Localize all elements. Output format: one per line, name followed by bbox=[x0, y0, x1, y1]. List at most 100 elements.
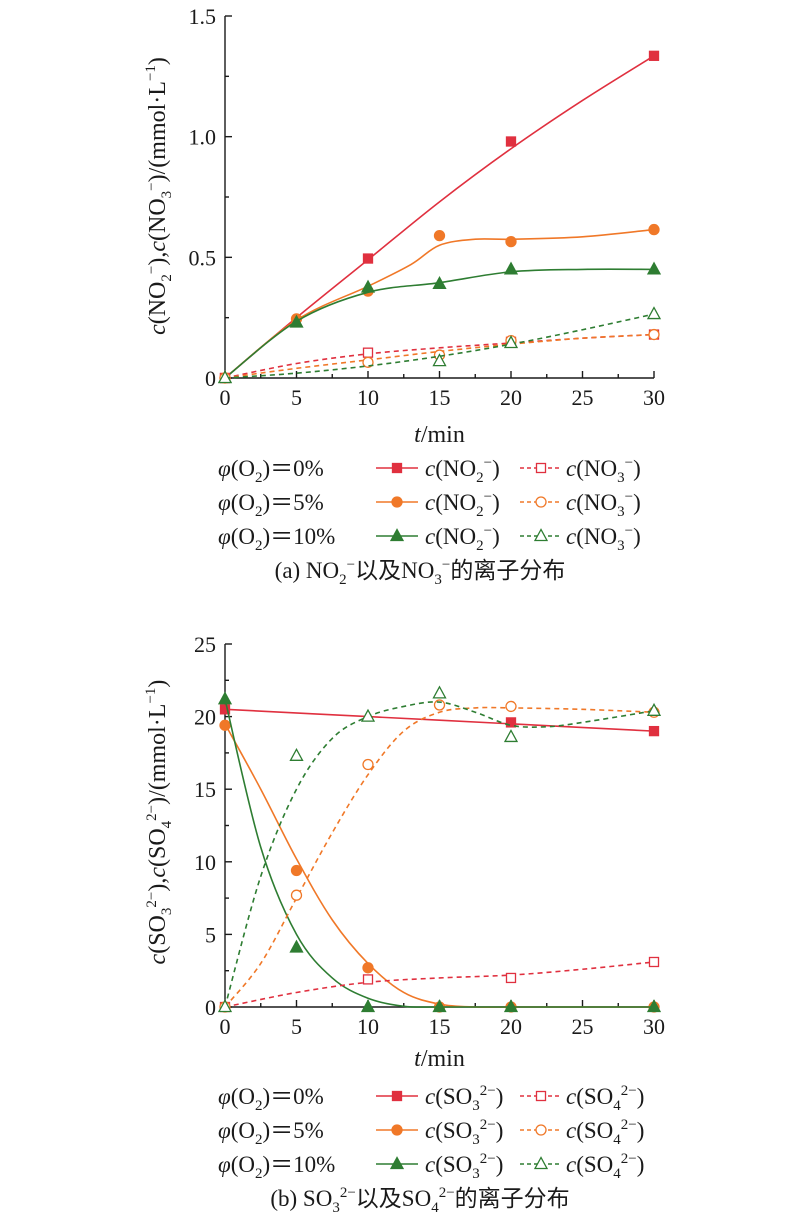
data-point bbox=[289, 939, 304, 953]
x-tick-label: 25 bbox=[572, 1014, 594, 1039]
figure-caption: (b) SO32−以及SO42−的离子分布 bbox=[270, 1185, 569, 1216]
x-tick-label: 10 bbox=[357, 385, 379, 410]
data-point bbox=[648, 223, 660, 236]
y-tick-label: 0 bbox=[205, 366, 216, 391]
data-point bbox=[648, 328, 660, 341]
data-point bbox=[646, 306, 662, 320]
data-point bbox=[362, 356, 374, 368]
data-point bbox=[362, 758, 374, 771]
series-line bbox=[224, 708, 655, 732]
data-point bbox=[360, 279, 376, 293]
series-line bbox=[224, 228, 655, 379]
legend-solid-label: c(SO32−) bbox=[425, 1117, 503, 1148]
data-point bbox=[432, 999, 447, 1013]
data-point bbox=[505, 700, 517, 713]
series-dashed-group2 bbox=[217, 306, 662, 384]
data-point bbox=[289, 314, 304, 328]
legend-solid-label: c(SO32−) bbox=[425, 1083, 503, 1114]
legend-dashed-label: c(SO42−) bbox=[566, 1083, 644, 1114]
x-tick-label: 30 bbox=[643, 385, 665, 410]
legend-condition-label: φ(O2)＝5% bbox=[218, 1118, 324, 1148]
data-point bbox=[433, 229, 446, 242]
data-point bbox=[432, 276, 447, 290]
y-axis-label: c(SO32−),c(SO42−)/(mmol·L−1) bbox=[143, 680, 175, 965]
x-tick-label: 15 bbox=[429, 385, 451, 410]
legend-solid-label: c(SO32−) bbox=[425, 1151, 503, 1182]
series-line bbox=[224, 701, 655, 1008]
data-point bbox=[432, 685, 447, 699]
data-point bbox=[505, 972, 517, 984]
legend-solid-marker bbox=[391, 496, 403, 508]
legend-condition-label: φ(O2)＝10% bbox=[218, 1152, 335, 1182]
legend-dashed-marker bbox=[533, 1156, 549, 1170]
x-tick-label: 30 bbox=[643, 1014, 665, 1039]
x-tick-label: 0 bbox=[220, 385, 231, 410]
data-point bbox=[503, 335, 519, 349]
figure-caption: (a) NO2−以及NO3−的离子分布 bbox=[275, 557, 566, 588]
data-point bbox=[360, 708, 376, 722]
legend-condition-label: φ(O2)＝0% bbox=[218, 1084, 324, 1114]
data-point bbox=[360, 999, 376, 1013]
y-tick-label: 20 bbox=[194, 705, 216, 730]
y-tick-label: 1.5 bbox=[189, 4, 217, 29]
y-tick-label: 15 bbox=[194, 777, 216, 802]
legend: φ(O2)＝0% c(NO2−) c(NO3−)φ(O2)＝5% c(NO2−) c(N… bbox=[218, 455, 641, 554]
data-point bbox=[505, 235, 517, 248]
series-dashed-group2 bbox=[217, 685, 662, 1013]
legend-dashed-marker bbox=[533, 528, 549, 542]
legend-dashed-label: c(SO42−) bbox=[566, 1117, 644, 1148]
data-point bbox=[505, 136, 517, 147]
legend-dashed-label: c(NO3−) bbox=[566, 455, 641, 486]
y-tick-label: 0 bbox=[205, 995, 216, 1020]
x-tick-label: 20 bbox=[500, 385, 522, 410]
data-point bbox=[217, 370, 233, 384]
data-point bbox=[503, 999, 519, 1013]
series-line bbox=[224, 55, 655, 379]
legend-dashed-label: c(NO3−) bbox=[566, 489, 641, 520]
data-point bbox=[505, 717, 517, 728]
series-solid-group2 bbox=[217, 691, 662, 1013]
legend-solid-label: c(NO2−) bbox=[425, 455, 500, 486]
legend-dashed-marker bbox=[535, 1090, 547, 1102]
data-point bbox=[289, 747, 304, 761]
legend-solid-marker bbox=[389, 528, 405, 542]
data-point bbox=[290, 889, 303, 901]
legend-solid-marker bbox=[391, 1124, 403, 1136]
series-line bbox=[224, 723, 654, 1009]
legend-solid-label: c(NO2−) bbox=[425, 489, 500, 520]
series-solid-group0 bbox=[219, 50, 660, 384]
chart-panel-a: 0 5 10 15 20 25 30 0 0.5 1.0 1.5 t/min c(NO2−),c(NO3… bbox=[143, 4, 665, 588]
legend-solid-label: c(NO2−) bbox=[425, 523, 500, 554]
data-point bbox=[503, 729, 519, 743]
legend-solid-marker bbox=[391, 1090, 403, 1102]
data-point bbox=[362, 974, 374, 985]
x-tick-label: 10 bbox=[357, 1014, 379, 1039]
data-point bbox=[646, 702, 662, 716]
x-tick-label: 15 bbox=[429, 1014, 451, 1039]
series-line bbox=[224, 333, 655, 379]
y-tick-label: 25 bbox=[194, 632, 216, 657]
x-tick-label: 5 bbox=[291, 385, 302, 410]
data-point bbox=[432, 353, 447, 367]
data-point bbox=[362, 253, 374, 264]
data-point bbox=[219, 719, 231, 731]
legend-dashed-label: c(NO3−) bbox=[566, 523, 641, 554]
legend-solid-marker bbox=[389, 1156, 405, 1170]
y-tick-label: 10 bbox=[194, 850, 216, 875]
data-point bbox=[362, 347, 374, 358]
data-point bbox=[648, 956, 660, 968]
data-point bbox=[503, 261, 519, 275]
data-point bbox=[217, 999, 233, 1013]
chart-panel-b: 0 5 10 15 20 25 30 0 5 10 15 20 25 t/min c(SO32−),c(SO… bbox=[143, 632, 665, 1216]
legend-dashed-marker bbox=[535, 496, 547, 508]
legend: φ(O2)＝0% c(SO32−) c(SO42−) φ(O2)＝5% c(SO32−)… bbox=[218, 1083, 644, 1182]
legend-solid-marker bbox=[391, 462, 403, 474]
data-point bbox=[290, 864, 303, 877]
series-line bbox=[224, 961, 655, 1008]
data-point bbox=[648, 725, 660, 737]
x-axis-label: t/min bbox=[414, 422, 465, 448]
x-tick-label: 25 bbox=[572, 385, 594, 410]
data-point bbox=[648, 50, 660, 61]
data-point bbox=[217, 691, 233, 705]
